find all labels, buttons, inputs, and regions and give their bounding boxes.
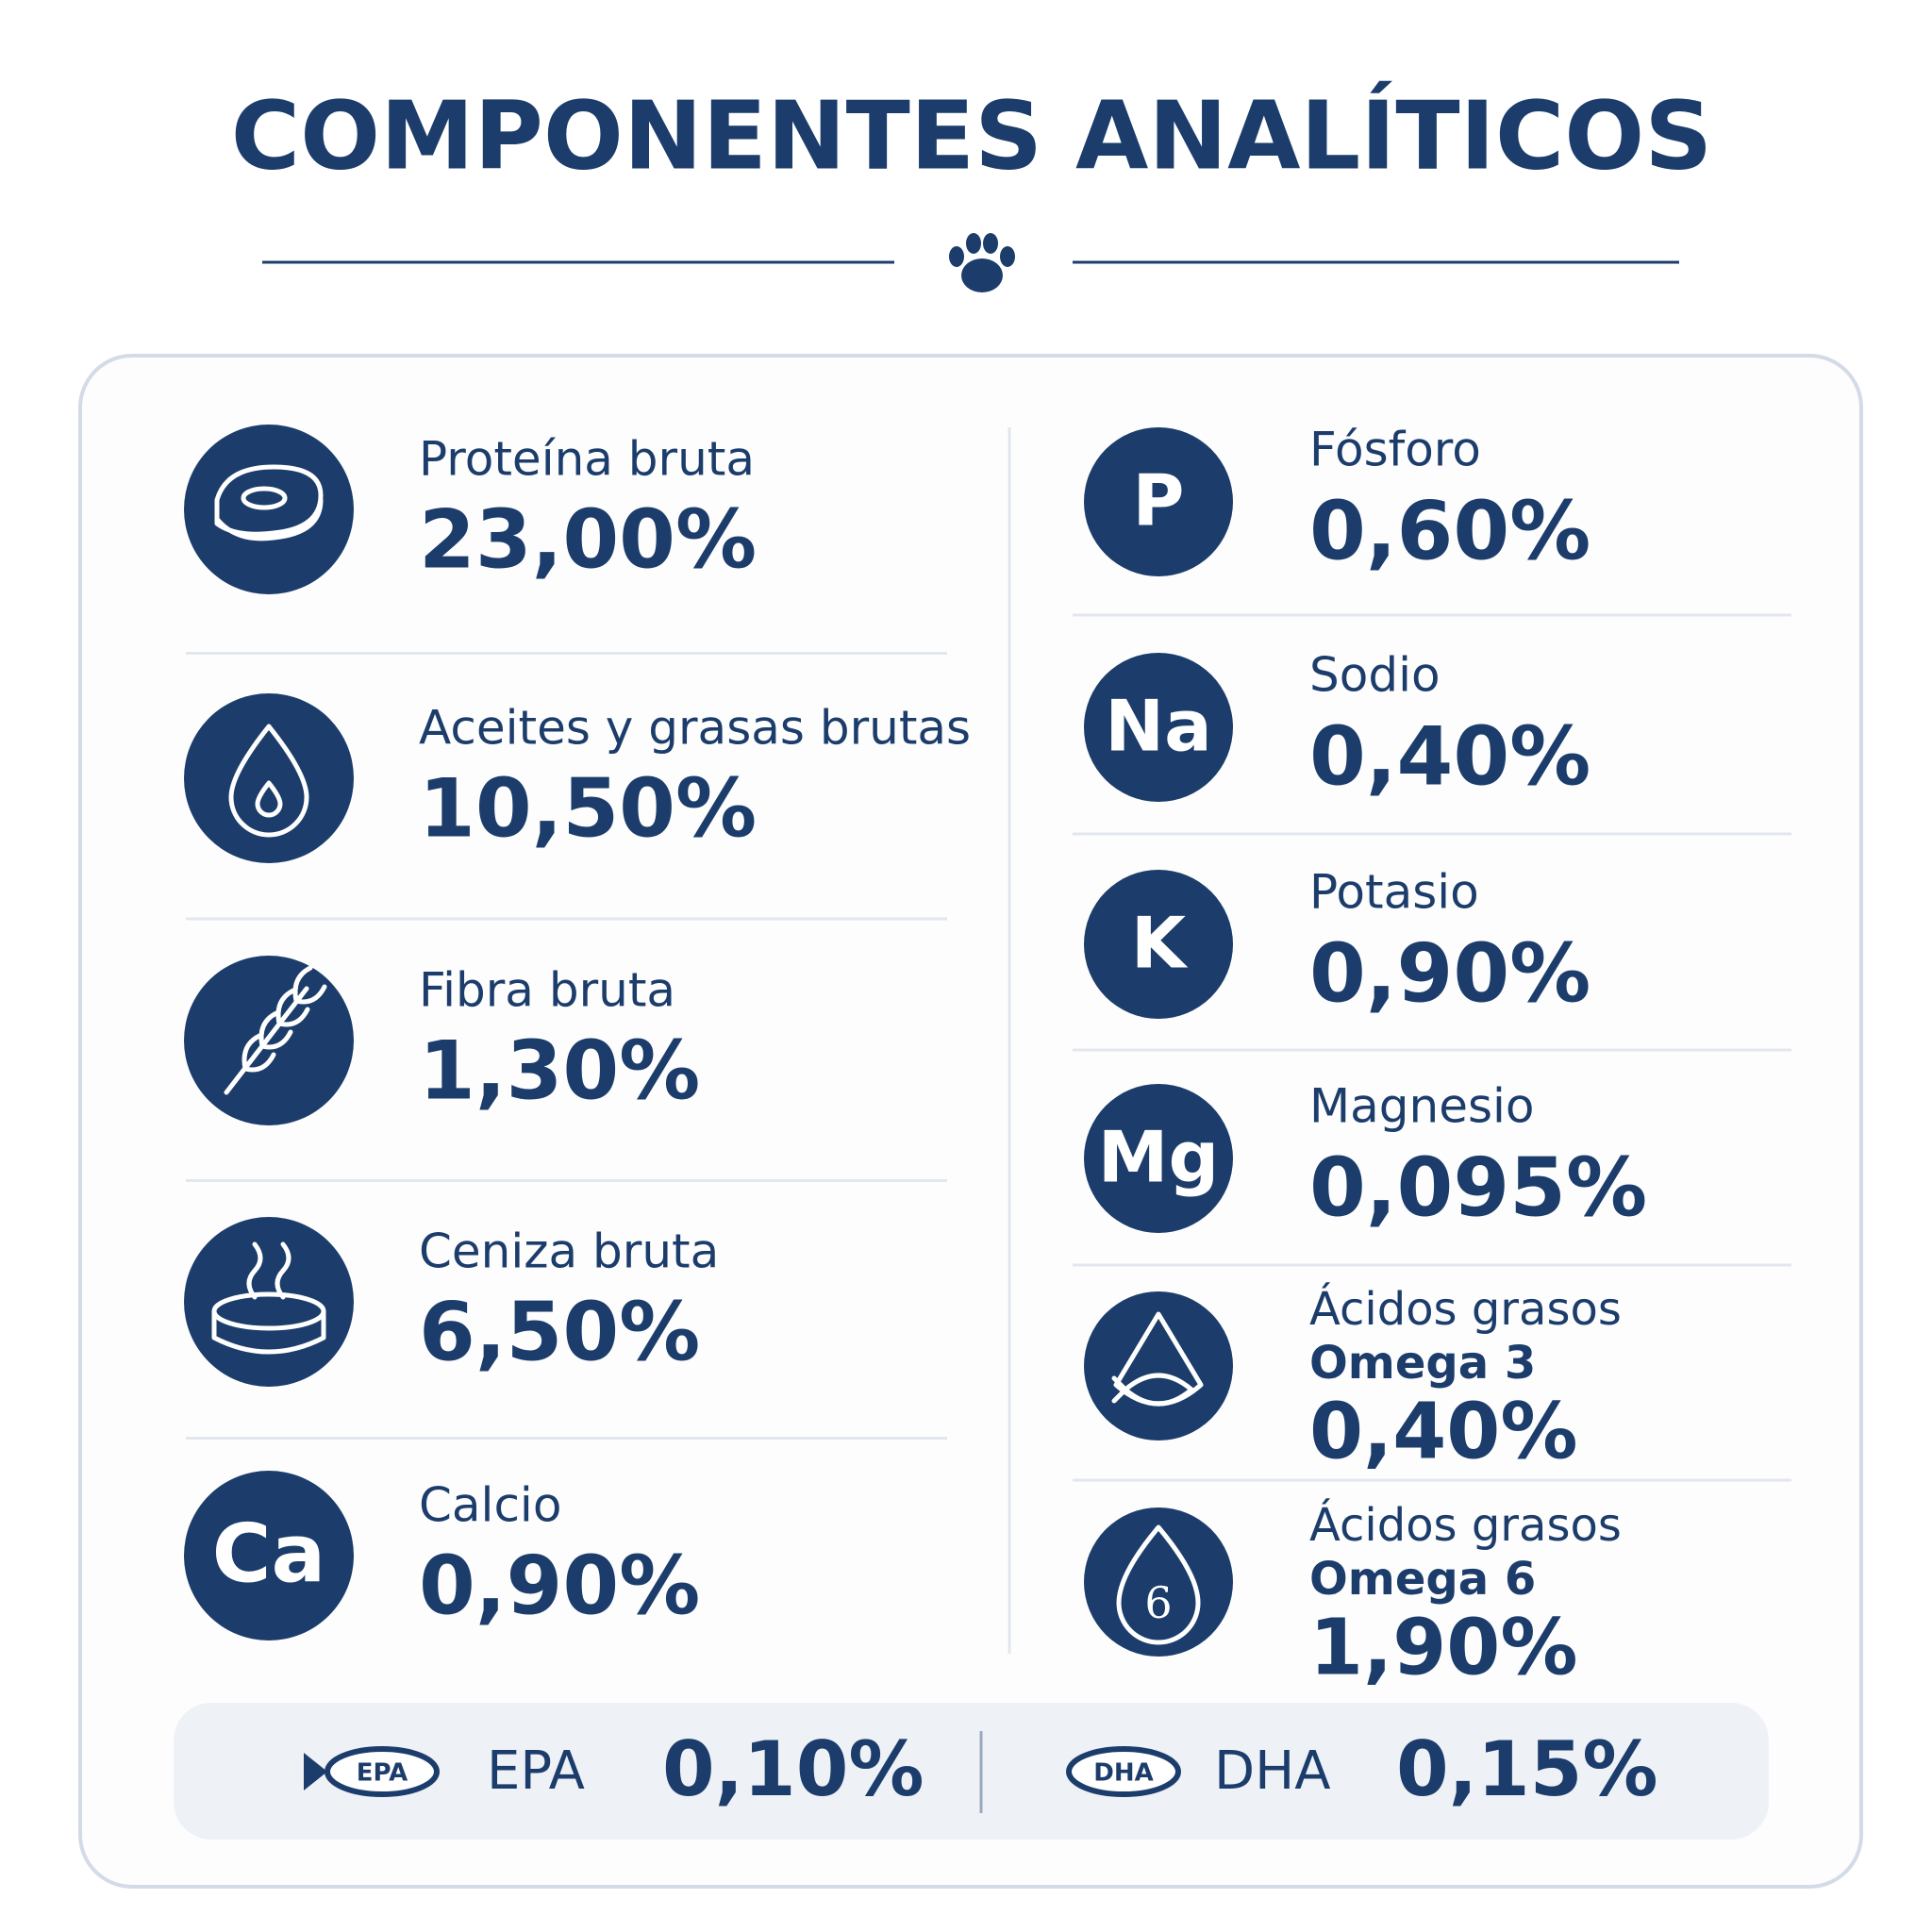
item-name: Ceniza bruta <box>419 1224 719 1279</box>
icon: P <box>1084 427 1233 576</box>
icon-shape <box>1111 1373 1194 1407</box>
icon-shape <box>224 986 309 1095</box>
icon <box>184 425 354 594</box>
icon-shape <box>255 780 283 818</box>
icon-shape <box>258 1010 293 1050</box>
badge-label: DHA <box>1093 1759 1153 1788</box>
item-value: 0,40% <box>1309 1387 1577 1476</box>
item-name: Magnesio <box>1309 1079 1535 1134</box>
item-value: 10,50% <box>419 761 757 856</box>
icon-circle <box>1084 870 1233 1019</box>
item-value: 0,90% <box>1309 926 1591 1021</box>
item-value: 6,50% <box>419 1285 700 1379</box>
icon-circle <box>1084 653 1233 802</box>
icon: Mg <box>1084 1084 1233 1233</box>
icon-symbol: Mg <box>1098 1116 1219 1199</box>
badge-tail <box>304 1753 327 1790</box>
item-name: Ácidos grasos <box>1309 1498 1622 1552</box>
icon: Ca <box>184 1471 354 1641</box>
badge-body <box>1066 1746 1181 1797</box>
item-name: Fibra bruta <box>419 963 675 1018</box>
icon-circle <box>1084 1291 1233 1441</box>
item-name: Potasio <box>1309 865 1479 920</box>
icon-circle <box>1084 427 1233 576</box>
item-name: Aceites y grasas brutas <box>419 701 971 756</box>
icon-shape <box>214 464 324 541</box>
item-name: Proteína bruta <box>419 432 755 487</box>
item-subname: Omega 6 <box>1309 1553 1536 1606</box>
title: COMPONENTES ANALÍTICOS <box>231 80 1713 191</box>
icon-shape <box>246 1241 291 1300</box>
footer-value: 0,10% <box>662 1725 924 1813</box>
footer-band <box>174 1703 1769 1840</box>
icon: Na <box>1084 653 1233 802</box>
icon-shape <box>211 1308 326 1355</box>
card <box>78 354 1863 1889</box>
icon-circle <box>1084 1084 1233 1233</box>
icon-circle <box>184 1471 354 1641</box>
item-value: 0,095% <box>1309 1141 1647 1235</box>
paw-icon <box>949 233 1015 292</box>
icon-symbol: Ca <box>212 1507 325 1601</box>
badge-label: EPA <box>357 1759 408 1788</box>
icon-symbol: P <box>1132 459 1184 542</box>
item-value: 0,40% <box>1309 709 1591 804</box>
icon-circle <box>184 693 354 863</box>
item-subname: Omega 3 <box>1309 1337 1536 1390</box>
item-name: Ácidos grasos <box>1309 1282 1622 1336</box>
fish-badge: DHA <box>1066 1746 1181 1797</box>
icon-symbol: 6 <box>1144 1577 1172 1628</box>
icon <box>184 1217 354 1387</box>
icon: K <box>1084 870 1233 1019</box>
item-value: 23,00% <box>419 492 757 587</box>
icon-shape <box>242 1033 276 1073</box>
icon-shape <box>275 988 310 1027</box>
footer-name: EPA <box>487 1740 585 1802</box>
icon-shape <box>241 486 288 510</box>
icon-circle <box>184 1217 354 1387</box>
item-value: 1,30% <box>419 1024 700 1118</box>
icon <box>184 693 354 863</box>
icon-shape <box>1116 1524 1201 1645</box>
icon-shape <box>228 724 309 838</box>
item-name: Calcio <box>419 1478 561 1533</box>
item-value: 0,60% <box>1309 484 1591 578</box>
item-name: Sodio <box>1309 648 1441 703</box>
item-name: Fósforo <box>1309 423 1481 477</box>
icon <box>1084 1291 1233 1441</box>
item-value: 0,90% <box>419 1539 700 1633</box>
icon-shape <box>292 965 327 1005</box>
icon-symbol: Na <box>1105 685 1211 768</box>
fish-badge: EPA <box>304 1746 440 1797</box>
icon-symbol: K <box>1131 902 1189 985</box>
icon: 6 <box>1084 1507 1233 1657</box>
footer-value: 0,15% <box>1396 1725 1658 1813</box>
item-value: 1,90% <box>1309 1603 1577 1692</box>
footer-name: DHA <box>1214 1740 1331 1802</box>
icon <box>184 956 354 1125</box>
